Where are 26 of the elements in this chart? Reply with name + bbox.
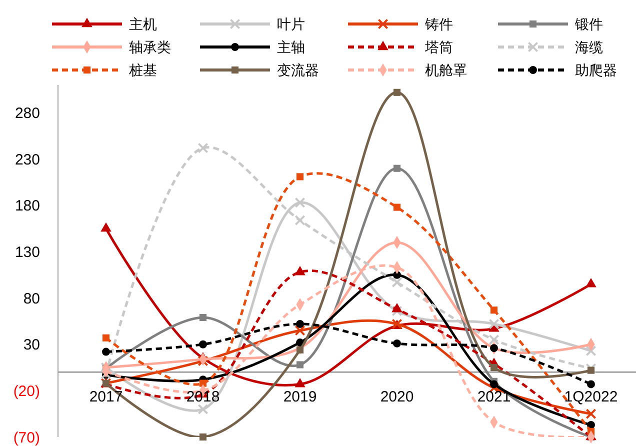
legend-label: 叶片 bbox=[277, 16, 305, 32]
x-tick-label: 1Q2022 bbox=[564, 388, 618, 406]
y-tick-label: (20) bbox=[13, 382, 40, 400]
legend-label: 铸件 bbox=[424, 16, 453, 32]
legend-label: 变流器 bbox=[277, 62, 319, 78]
x-tick-label: 2017 bbox=[89, 388, 123, 406]
x-tick-label: 2021 bbox=[477, 388, 511, 406]
x-tick-label: 2018 bbox=[186, 388, 220, 406]
y-tick-label: (70) bbox=[13, 429, 40, 446]
x-tick-label: 2020 bbox=[380, 388, 414, 406]
y-tick-label: 230 bbox=[14, 151, 40, 168]
legend-label: 主轴 bbox=[277, 38, 305, 55]
y-tick-label: 180 bbox=[14, 198, 40, 215]
x-tick-label: 2019 bbox=[283, 388, 317, 406]
legend-label: 塔筒 bbox=[424, 38, 453, 55]
y-tick-label: 80 bbox=[23, 290, 40, 308]
legend-label: 主机 bbox=[129, 16, 157, 32]
legend-label: 机舱罩 bbox=[425, 62, 467, 78]
legend-label: 助爬器 bbox=[575, 62, 617, 78]
y-tick-label: 30 bbox=[23, 336, 40, 354]
y-tick-label: 130 bbox=[14, 244, 40, 261]
legend-label: 海缆 bbox=[575, 38, 603, 55]
legend-label: 桩基 bbox=[128, 62, 157, 78]
legend-label: 锻件 bbox=[574, 16, 603, 32]
y-tick-label: 280 bbox=[14, 105, 40, 122]
legend-label: 轴承类 bbox=[129, 38, 171, 55]
